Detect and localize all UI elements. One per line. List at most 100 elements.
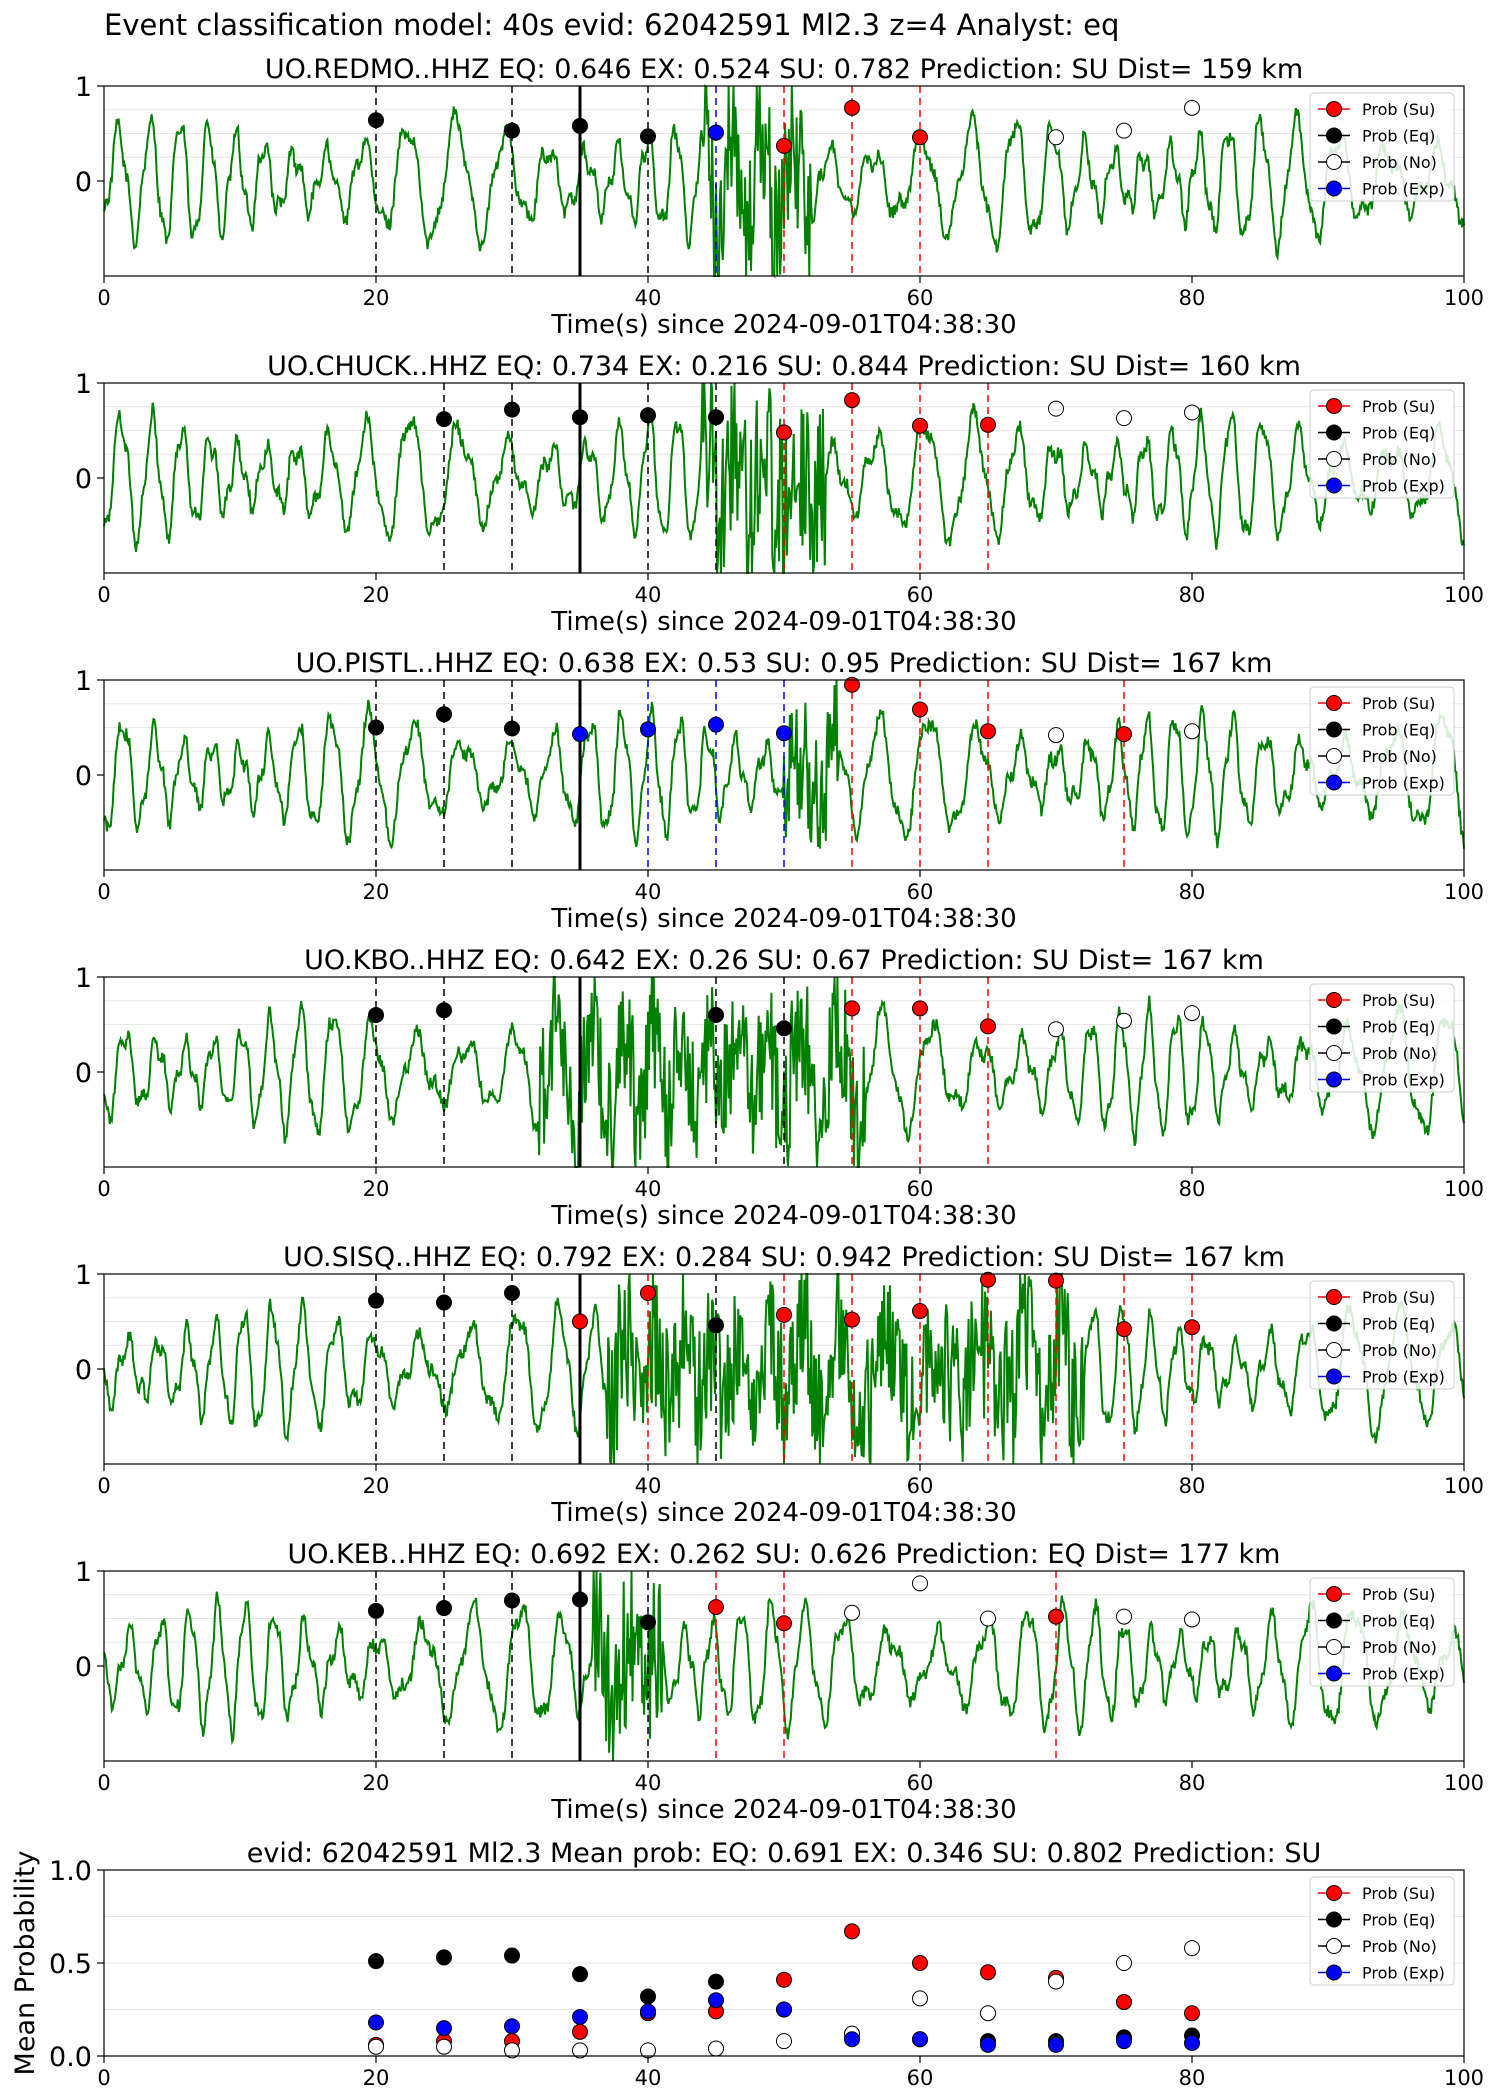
prob-marker-eq (708, 1007, 724, 1023)
prob-marker-su (980, 1271, 996, 1288)
prob-marker-eq (504, 1285, 520, 1301)
prob-marker-no (1184, 99, 1200, 116)
mean-marker-exp (912, 2031, 928, 2048)
x-tick-label: 100 (1444, 880, 1484, 904)
legend-marker-no (1326, 1639, 1342, 1655)
x-tick-label: 0 (97, 1474, 110, 1498)
prob-marker-eq (436, 411, 452, 428)
prob-marker-su (1184, 1319, 1200, 1336)
x-tick-label: 20 (363, 1771, 390, 1795)
x-tick-label: 40 (635, 1771, 662, 1795)
legend-marker-eq (1326, 424, 1342, 441)
x-tick-label: 100 (1444, 1771, 1484, 1795)
prob-marker-no (1116, 1608, 1132, 1625)
mean-marker-su (912, 1955, 928, 1971)
legend-label-no: Prob (No) (1362, 1044, 1437, 1063)
legend-box (1309, 686, 1455, 796)
y-tick-label: 1 (75, 72, 92, 103)
mean-marker-no (1116, 1955, 1132, 1971)
figure-suptitle: Event classification model: 40s evid: 62… (104, 8, 1120, 42)
prob-marker-no (1184, 1611, 1200, 1628)
seismogram-trace (103, 976, 1465, 1168)
y-tick-label: 0 (75, 761, 92, 792)
legend-label-eq: Prob (Eq) (1362, 1911, 1435, 1930)
prob-marker-su (912, 417, 928, 434)
prob-marker-su (980, 723, 996, 740)
panel-title: UO.PISTL..HHZ EQ: 0.638 EX: 0.53 SU: 0.9… (296, 648, 1273, 679)
mean-marker-exp (1184, 2034, 1200, 2051)
station-panel-6: UO.KEB..HHZ EQ: 0.692 EX: 0.262 SU: 0.62… (75, 1539, 1484, 1825)
legend-marker-su (1326, 992, 1342, 1008)
mean-marker-no (368, 2038, 384, 2055)
prob-marker-su (912, 1303, 928, 1320)
prob-marker-no (980, 1610, 996, 1627)
mean-marker-exp (776, 2001, 792, 2018)
legend-box (1309, 92, 1455, 202)
x-tick-label: 20 (363, 583, 390, 607)
legend-marker-su (1326, 1586, 1342, 1602)
prob-marker-su (708, 1599, 724, 1616)
legend-label-eq: Prob (Eq) (1362, 1612, 1435, 1631)
station-panel-4: UO.KBO..HHZ EQ: 0.642 EX: 0.26 SU: 0.67 … (75, 945, 1484, 1231)
prob-marker-eq (368, 1602, 384, 1619)
x-tick-label: 60 (907, 2066, 934, 2090)
x-tick-label: 0 (97, 1177, 110, 1201)
mean-marker-su (572, 2023, 588, 2040)
legend-marker-no (1326, 1342, 1342, 1358)
x-tick-label: 0 (97, 286, 110, 310)
x-axis-label: Time(s) since 2024-09-01T04:38:30 (550, 607, 1016, 637)
prob-marker-su (980, 1018, 996, 1035)
station-panel-3: UO.PISTL..HHZ EQ: 0.638 EX: 0.53 SU: 0.9… (75, 648, 1484, 934)
legend-label-exp: Prob (Exp) (1362, 477, 1445, 496)
legend-label-su: Prob (Su) (1362, 694, 1435, 713)
station-panel-2: UO.CHUCK..HHZ EQ: 0.734 EX: 0.216 SU: 0.… (75, 351, 1484, 637)
x-tick-label: 80 (1179, 880, 1206, 904)
prob-marker-eq (368, 112, 384, 129)
prob-marker-no (1184, 404, 1200, 421)
station-panel-1: UO.REDMO..HHZ EQ: 0.646 EX: 0.524 SU: 0.… (75, 54, 1484, 340)
x-tick-label: 0 (97, 583, 110, 607)
y-tick-label: 0 (75, 1652, 92, 1683)
x-tick-label: 60 (907, 286, 934, 310)
y-tick-label: 1 (75, 1557, 92, 1588)
prob-marker-no (1116, 122, 1132, 139)
mean-marker-exp (1048, 2036, 1064, 2053)
prob-marker-su (776, 1615, 792, 1632)
prob-marker-no (1184, 723, 1200, 740)
mean-marker-su (980, 1964, 996, 1981)
prob-marker-no (1048, 129, 1064, 146)
x-tick-label: 20 (363, 880, 390, 904)
x-tick-label: 100 (1444, 583, 1484, 607)
prob-marker-exp (708, 716, 724, 733)
prob-marker-su (640, 1285, 656, 1301)
x-tick-label: 40 (635, 1177, 662, 1201)
prob-marker-su (844, 1000, 860, 1017)
prob-marker-exp (776, 725, 792, 742)
legend-marker-eq (1326, 721, 1342, 738)
legend-marker-su (1326, 1885, 1342, 1901)
mean-marker-exp (504, 2018, 520, 2035)
legend-marker-no (1326, 1938, 1342, 1954)
x-tick-label: 60 (907, 880, 934, 904)
legend-marker-eq (1326, 1911, 1342, 1928)
legend-label-exp: Prob (Exp) (1362, 180, 1445, 199)
panel-title: UO.CHUCK..HHZ EQ: 0.734 EX: 0.216 SU: 0.… (267, 351, 1301, 382)
mean-marker-no (912, 1990, 928, 2007)
prob-marker-no (1048, 400, 1064, 417)
x-tick-label: 80 (1179, 583, 1206, 607)
y-tick-label: 0.5 (49, 1949, 92, 1980)
x-tick-label: 80 (1179, 2066, 1206, 2090)
prob-marker-no (912, 1575, 928, 1592)
mean-marker-exp (980, 2036, 996, 2053)
prob-marker-eq (436, 1600, 452, 1617)
mean-marker-su (844, 1923, 860, 1940)
x-tick-label: 80 (1179, 286, 1206, 310)
legend-label-eq: Prob (Eq) (1362, 424, 1435, 443)
x-axis-label: Time(s) since 2024-09-01T04:38:30 (550, 1201, 1016, 1231)
prob-marker-eq (504, 1592, 520, 1609)
mean-marker-eq (572, 1966, 588, 1983)
prob-marker-no (1048, 727, 1064, 744)
mean-marker-no (572, 2042, 588, 2059)
mean-marker-eq (504, 1947, 520, 1964)
